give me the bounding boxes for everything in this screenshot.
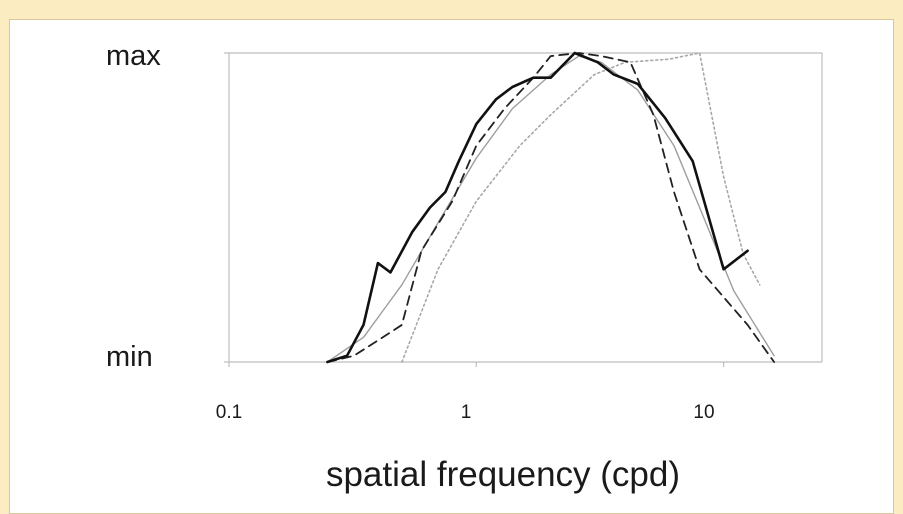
y-tick-label-min: min xyxy=(106,341,153,373)
series-line-2-dashed xyxy=(326,52,775,363)
series-line-3-solid-thin xyxy=(326,55,775,363)
y-tick-label-max: max xyxy=(106,40,161,72)
x-tick-label-0.1: 0.1 xyxy=(216,402,242,423)
chart: max min 0.1 1 10 spatial frequency (cpd) xyxy=(106,40,823,494)
plot-area xyxy=(224,51,823,367)
figure-panel: max min 0.1 1 10 spatial frequency (cpd) xyxy=(9,19,894,514)
x-axis-title: spatial frequency (cpd) xyxy=(326,455,680,494)
series-line-1-solid-thick xyxy=(326,51,749,364)
x-tick-label-1: 1 xyxy=(461,402,472,423)
x-tick-label-10: 10 xyxy=(693,402,714,423)
